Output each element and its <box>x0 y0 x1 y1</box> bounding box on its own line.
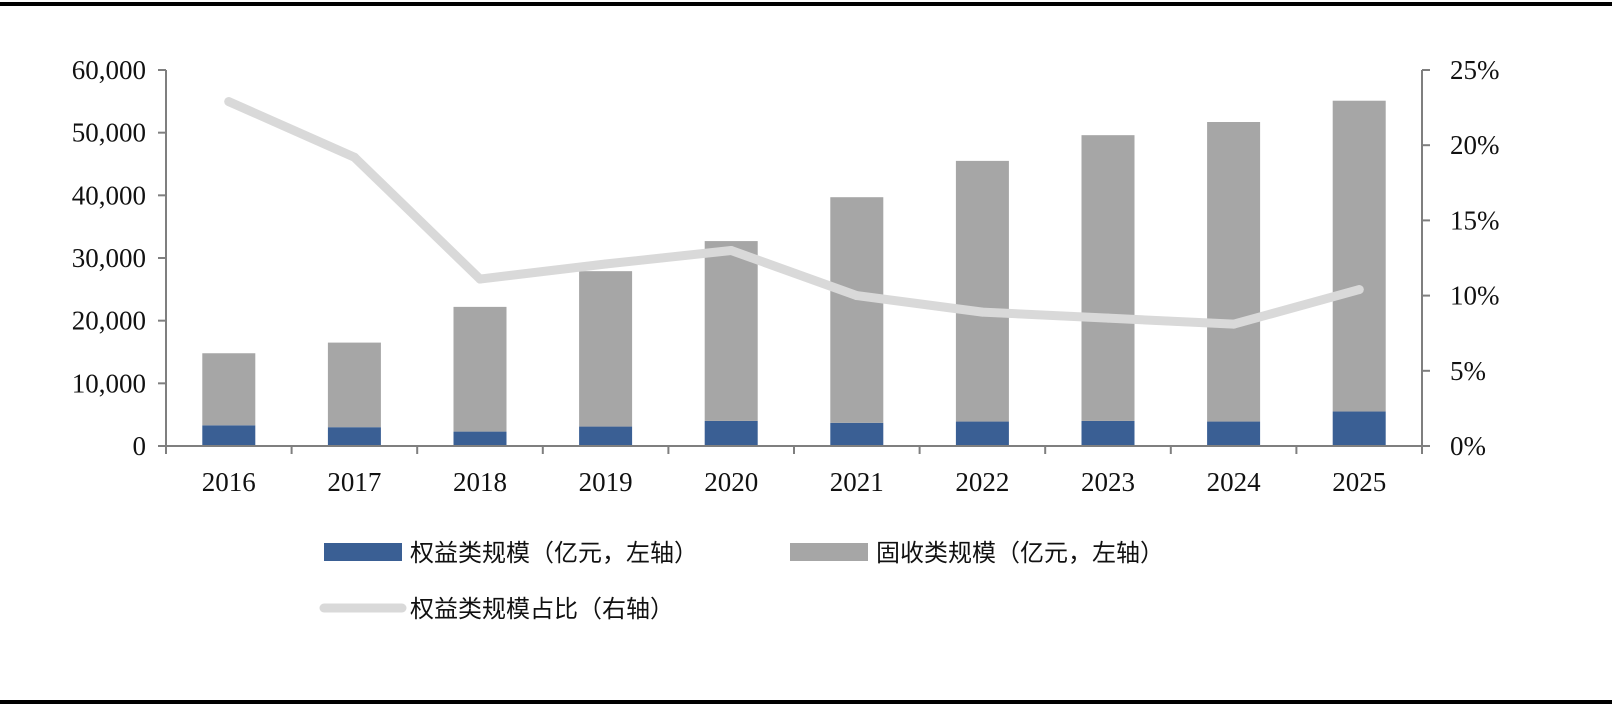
line-point-2020 <box>726 245 736 255</box>
left-tick-label-40000: 40,000 <box>72 180 146 210</box>
line-point-2025 <box>1354 285 1364 295</box>
line-point-2019 <box>601 259 611 269</box>
right-tick-label-20: 20% <box>1450 130 1500 160</box>
legend-label-equity: 权益类规模（亿元，左轴） <box>410 539 698 567</box>
left-tick-label-0: 0 <box>133 431 147 461</box>
bar-equity-2024 <box>1207 421 1261 446</box>
left-tick-label-10000: 10,000 <box>72 368 146 398</box>
x-tick-label-2024: 2024 <box>1207 467 1262 497</box>
bar-equity-2018 <box>453 431 507 446</box>
bar-fixed-income-2016 <box>202 353 256 426</box>
bar-equity-2025 <box>1332 411 1386 446</box>
line-equity-share <box>224 97 1364 329</box>
bar-fixed-income-2018 <box>453 306 507 432</box>
legend-swatch-fixed-income <box>790 543 868 561</box>
x-tick-label-2018: 2018 <box>453 467 507 497</box>
bar-fixed-income-2017 <box>327 342 381 428</box>
bar-fixed-income-2021 <box>830 197 884 423</box>
bar-equity-2023 <box>1081 420 1135 446</box>
line-point-2018 <box>475 274 485 284</box>
bar-equity-2017 <box>327 427 381 446</box>
bar-fixed-income-2020 <box>704 241 758 421</box>
bar-equity-2019 <box>579 426 633 446</box>
bar-fixed-income-2025 <box>1332 100 1386 412</box>
bar-fixed-income-2024 <box>1207 122 1261 422</box>
bar-equity-2021 <box>830 422 884 446</box>
legend-label-equity-share: 权益类规模占比（右轴） <box>410 595 674 623</box>
bar-equity-2016 <box>202 425 256 446</box>
x-tick-label-2016: 2016 <box>202 467 256 497</box>
left-tick-label-60000: 60,000 <box>72 55 146 85</box>
line-point-2022 <box>977 307 987 317</box>
line-point-2021 <box>852 291 862 301</box>
line-point-2023 <box>1103 313 1113 323</box>
line-point-2024 <box>1229 319 1239 329</box>
right-tick-label-25: 25% <box>1450 55 1500 85</box>
x-tick-label-2021: 2021 <box>830 467 884 497</box>
plot-area: 0 10,000 20,000 30,000 40,000 50,000 60,000 0% 5… <box>72 55 1500 497</box>
bar-equity-2022 <box>955 421 1009 446</box>
legend: 权益类规模（亿元，左轴） 固收类规模（亿元，左轴） 权益类规模占比（右轴） <box>319 539 1164 623</box>
right-tick-label-10: 10% <box>1450 281 1500 311</box>
line-point-2017 <box>349 152 359 162</box>
left-tick-label-50000: 50,000 <box>72 118 146 148</box>
bar-fixed-income-2022 <box>955 160 1009 422</box>
x-tick-label-2019: 2019 <box>579 467 633 497</box>
legend-swatch-equity <box>324 543 402 561</box>
left-tick-label-30000: 30,000 <box>72 243 146 273</box>
x-tick-label-2025: 2025 <box>1332 467 1386 497</box>
line-point-2016 <box>224 97 234 107</box>
left-tick-label-20000: 20,000 <box>72 306 146 336</box>
x-tick-label-2020: 2020 <box>704 467 758 497</box>
bar-equity-2020 <box>704 420 758 446</box>
x-tick-label-2022: 2022 <box>955 467 1009 497</box>
x-tick-label-2023: 2023 <box>1081 467 1135 497</box>
right-tick-label-0: 0% <box>1450 431 1486 461</box>
x-tick-label-2017: 2017 <box>327 467 381 497</box>
right-tick-label-5: 5% <box>1450 356 1486 386</box>
bar-fixed-income-2019 <box>579 271 633 427</box>
bar-fixed-income-2023 <box>1081 135 1135 421</box>
right-tick-label-15: 15% <box>1450 205 1500 235</box>
legend-label-fixed-income: 固收类规模（亿元，左轴） <box>876 539 1164 567</box>
